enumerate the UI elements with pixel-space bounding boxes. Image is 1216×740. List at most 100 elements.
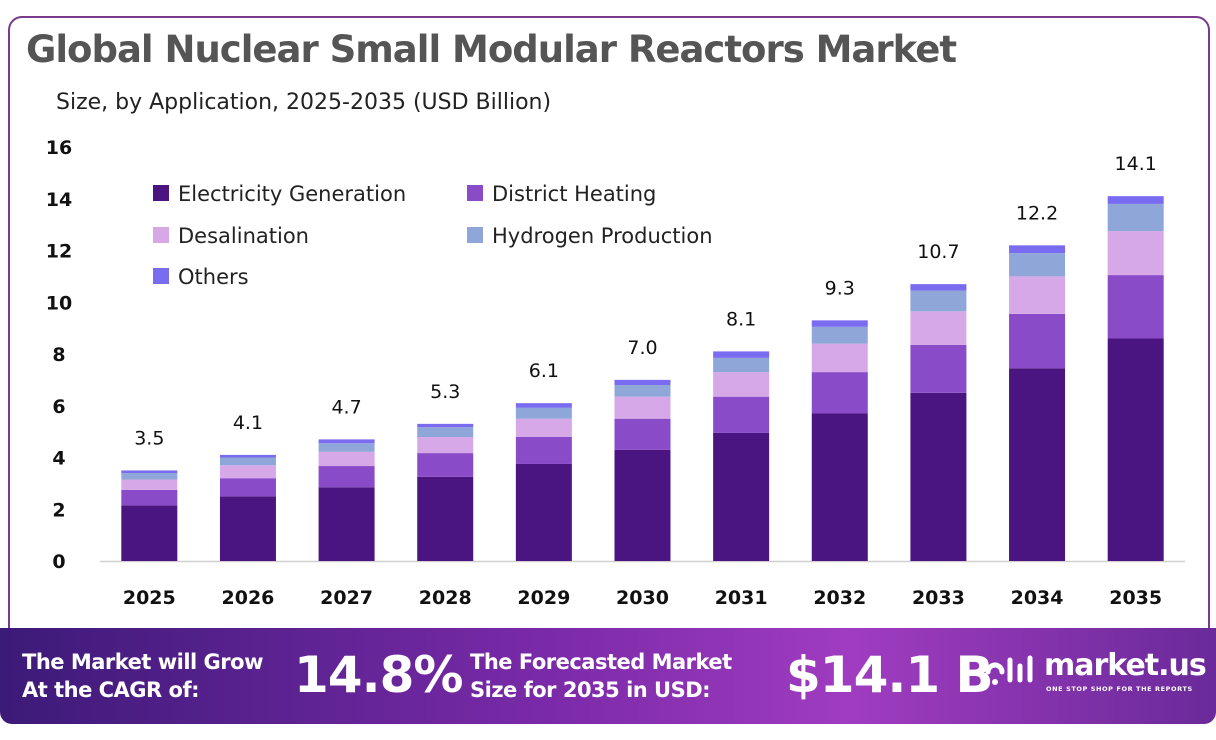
chart-subtitle: Size, by Application, 2025-2035 (USD Bil… bbox=[56, 90, 552, 115]
bar-segment-desalination bbox=[614, 396, 671, 419]
x-tick-label: 2034 bbox=[1011, 587, 1064, 609]
bar-total-label: 4.1 bbox=[233, 412, 263, 434]
bar-total-label: 4.7 bbox=[331, 396, 361, 418]
bar-segment-hydrogen-production bbox=[515, 407, 572, 419]
legend-swatch bbox=[153, 268, 169, 284]
legend-swatch bbox=[467, 227, 483, 243]
y-tick-label: 12 bbox=[46, 241, 72, 263]
bar-segment-hydrogen-production bbox=[1009, 253, 1066, 277]
bar-total-label: 6.1 bbox=[529, 360, 559, 382]
x-tick-label: 2025 bbox=[123, 587, 176, 609]
bar-segment-desalination bbox=[417, 437, 474, 454]
x-tick-label: 2028 bbox=[419, 587, 472, 609]
bar-segment-desalination bbox=[121, 479, 178, 490]
x-tick-label: 2031 bbox=[715, 587, 768, 609]
cagr-label-line2: At the CAGR of: bbox=[22, 678, 200, 702]
bar-segment-district-heating bbox=[1107, 275, 1164, 339]
bar-segment-others bbox=[1107, 196, 1164, 204]
bar-segment-others bbox=[515, 403, 572, 408]
bar-segment-hydrogen-production bbox=[614, 385, 671, 397]
bar-segment-district-heating bbox=[910, 344, 967, 393]
chart-title: Global Nuclear Small Modular Reactors Ma… bbox=[26, 28, 957, 71]
bar-segment-others bbox=[1009, 245, 1066, 254]
bar-segment-desalination bbox=[515, 418, 572, 437]
y-tick-label: 0 bbox=[52, 551, 65, 573]
market-us-logo-icon bbox=[985, 655, 1033, 685]
bar-segment-desalination bbox=[318, 451, 375, 467]
forecast-label-line2: Size for 2035 in USD: bbox=[470, 678, 711, 702]
bar-segment-electricity-generation bbox=[713, 432, 770, 561]
bar-segment-electricity-generation bbox=[1009, 368, 1066, 561]
x-tick-label: 2035 bbox=[1109, 587, 1162, 609]
y-tick-label: 6 bbox=[52, 396, 65, 418]
bar-segment-desalination bbox=[811, 343, 868, 373]
bar-segment-hydrogen-production bbox=[713, 357, 770, 373]
bar-segment-electricity-generation bbox=[219, 496, 276, 561]
cagr-value: 14.8% bbox=[294, 646, 463, 704]
bar-total-label: 10.7 bbox=[917, 241, 959, 263]
legend-label: Electricity Generation bbox=[178, 182, 406, 206]
x-tick-label: 2029 bbox=[517, 587, 570, 609]
bar-segment-desalination bbox=[1009, 276, 1066, 314]
forecast-label-line1: The Forecasted Market bbox=[470, 650, 732, 674]
footer-banner: The Market will Grow At the CAGR of: 14.… bbox=[0, 628, 1216, 724]
bar-segment-district-heating bbox=[1009, 313, 1066, 369]
bar-segment-district-heating bbox=[614, 418, 671, 450]
legend-label: Desalination bbox=[178, 224, 309, 248]
legend-swatch bbox=[153, 185, 169, 201]
bar-segment-electricity-generation bbox=[121, 505, 178, 561]
bar-segment-district-heating bbox=[417, 453, 474, 477]
y-tick-label: 16 bbox=[46, 137, 72, 159]
bar-segment-district-heating bbox=[515, 436, 572, 464]
x-tick-label: 2026 bbox=[222, 587, 275, 609]
bar-segment-district-heating bbox=[713, 396, 770, 433]
x-tick-label: 2032 bbox=[813, 587, 866, 609]
legend-swatch bbox=[467, 185, 483, 201]
bar-segment-electricity-generation bbox=[811, 413, 868, 561]
bar-segment-others bbox=[219, 454, 276, 458]
bar-segment-desalination bbox=[713, 372, 770, 397]
y-tick-label: 2 bbox=[52, 499, 65, 521]
forecast-value: $14.1 B bbox=[786, 646, 994, 704]
bar-segment-district-heating bbox=[219, 478, 276, 497]
legend-label: Hydrogen Production bbox=[492, 224, 713, 248]
bar-segment-hydrogen-production bbox=[811, 326, 868, 344]
bar-segment-others bbox=[121, 470, 178, 474]
bar-segment-electricity-generation bbox=[1107, 338, 1164, 561]
bar-total-label: 8.1 bbox=[726, 308, 756, 330]
legend-swatch bbox=[153, 227, 169, 243]
y-tick-label: 4 bbox=[52, 448, 65, 470]
y-tick-label: 10 bbox=[46, 292, 72, 314]
bar-segment-others bbox=[910, 284, 967, 291]
bar-segment-desalination bbox=[1107, 231, 1164, 276]
bar-segment-hydrogen-production bbox=[910, 290, 967, 312]
x-tick-label: 2027 bbox=[320, 587, 373, 609]
bar-segment-desalination bbox=[219, 465, 276, 479]
bar-segment-others bbox=[614, 379, 671, 386]
x-tick-label: 2033 bbox=[912, 587, 965, 609]
bar-total-label: 5.3 bbox=[430, 381, 460, 403]
bar-total-label: 7.0 bbox=[627, 337, 657, 359]
bar-segment-hydrogen-production bbox=[121, 473, 178, 480]
x-tick-label: 2030 bbox=[616, 587, 669, 609]
bar-segment-hydrogen-production bbox=[1107, 203, 1164, 232]
bar-total-label: 9.3 bbox=[825, 277, 855, 299]
bar-total-label: 3.5 bbox=[134, 427, 164, 449]
legend-label: Others bbox=[178, 265, 249, 289]
brand-name: market.us bbox=[1044, 648, 1207, 683]
bar-segment-hydrogen-production bbox=[417, 427, 474, 438]
bar-segment-others bbox=[713, 351, 770, 358]
brand-tagline: ONE STOP SHOP FOR THE REPORTS bbox=[1046, 685, 1193, 693]
bar-segment-others bbox=[417, 423, 474, 428]
y-tick-label: 14 bbox=[46, 189, 72, 211]
bar-segment-electricity-generation bbox=[614, 449, 671, 561]
bar-segment-others bbox=[811, 320, 868, 327]
bar-segment-electricity-generation bbox=[417, 476, 474, 561]
bar-segment-others bbox=[318, 439, 375, 444]
bar-segment-electricity-generation bbox=[910, 392, 967, 561]
y-tick-label: 8 bbox=[52, 344, 65, 366]
legend-label: District Heating bbox=[492, 182, 656, 206]
stacked-bar-chart: 0 2 4 6 8 10 12 14 16 3.5 2025 4.1 2026 4.7 2027 5.3 202… bbox=[46, 137, 1185, 609]
cagr-label-line1: The Market will Grow bbox=[22, 650, 263, 674]
bar-segment-district-heating bbox=[811, 372, 868, 414]
